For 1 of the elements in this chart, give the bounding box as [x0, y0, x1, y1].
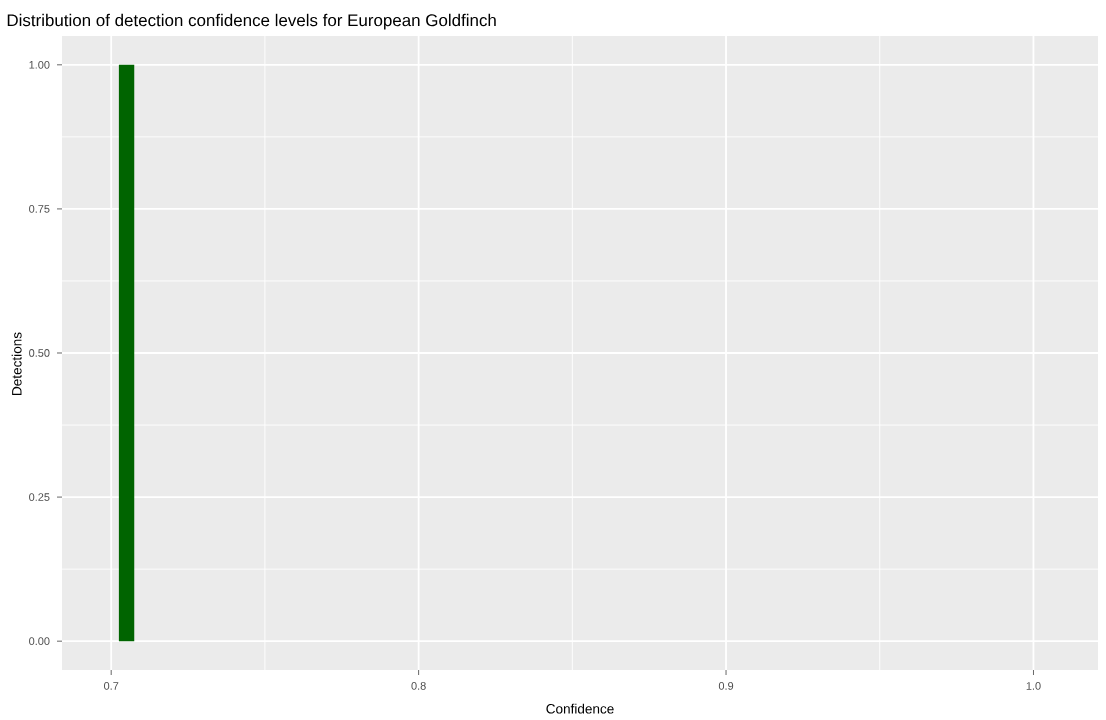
chart-title: Distribution of detection confidence levels for European Goldfinch [7, 13, 496, 30]
